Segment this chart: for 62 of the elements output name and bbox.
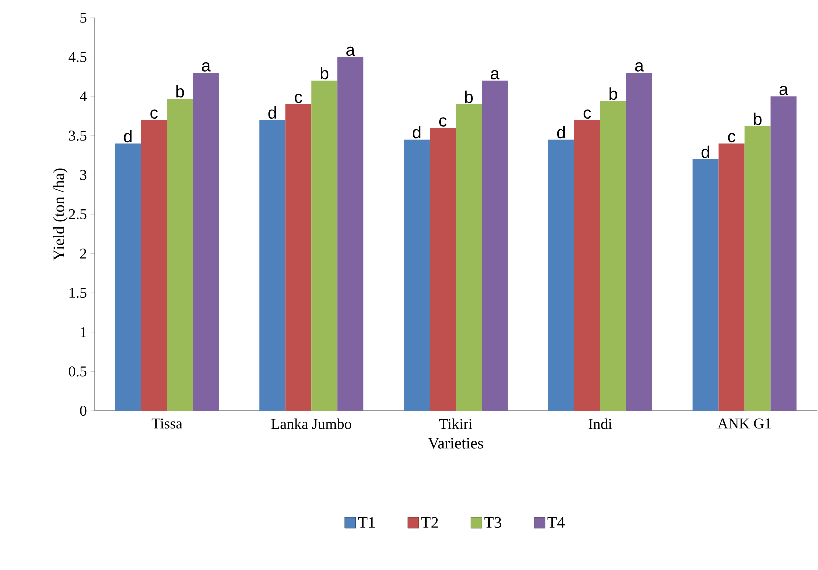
legend-label: T4 (548, 517, 565, 528)
data-label: b (320, 67, 329, 80)
data-label: c (728, 133, 736, 143)
bar (338, 57, 364, 411)
bar (141, 120, 168, 411)
y-tick-label: 4.5 (68, 52, 87, 62)
y-tick-label: 3 (80, 170, 87, 180)
bar (456, 104, 482, 411)
x-tick-label: ANK G1 (718, 418, 772, 429)
bar (718, 144, 745, 411)
bar (312, 80, 338, 411)
x-tick-label: Indi (588, 418, 612, 430)
data-label: b (610, 88, 618, 100)
y-tick-label: 1 (81, 327, 86, 338)
bar (574, 120, 600, 411)
bar (692, 159, 719, 411)
bar (260, 120, 286, 411)
bar (548, 140, 574, 411)
data-label: c (295, 94, 302, 104)
data-label: a (491, 70, 500, 80)
y-tick-label: 2.5 (69, 209, 87, 220)
y-tick-label: 5 (80, 13, 87, 23)
x-tick-label: Tissa (152, 418, 182, 429)
data-label: b (754, 112, 762, 126)
legend-label: T3 (484, 517, 502, 528)
y-tick-label: 0.5 (69, 366, 87, 377)
data-label: c (439, 118, 447, 127)
y-axis-title: Yield (ton /ha) (53, 168, 68, 261)
data-label: a (635, 62, 644, 72)
y-tick-label: 2 (80, 248, 86, 259)
x-tick-label: Lanka Jumbo (272, 418, 352, 430)
bar (744, 126, 771, 411)
data-label: d (124, 130, 132, 143)
data-label: d (413, 126, 421, 139)
data-label: a (202, 62, 211, 72)
legend-label: T2 (422, 517, 438, 528)
data-label: d (702, 146, 710, 158)
bar (626, 73, 652, 411)
data-label: d (268, 106, 276, 119)
bar (430, 128, 456, 411)
bar (167, 98, 194, 411)
data-label: b (176, 85, 184, 98)
data-label: a (780, 86, 789, 96)
bar (404, 140, 430, 411)
x-tick-label: Tikiri (440, 418, 472, 430)
bar (286, 104, 312, 411)
y-tick-label: 0 (80, 406, 87, 416)
data-label: b (465, 90, 473, 104)
data-label: a (346, 46, 356, 56)
bar (770, 96, 797, 411)
x-axis-title: Varieties (428, 438, 484, 449)
y-tick-label: 4 (80, 92, 87, 102)
data-label: d (557, 126, 566, 139)
y-tick-label: 3.5 (69, 130, 87, 141)
bar (600, 101, 626, 411)
data-label: c (150, 110, 158, 119)
bar (193, 73, 220, 411)
y-tick-label: 1.5 (70, 288, 87, 298)
bar (115, 144, 142, 411)
bar (482, 80, 508, 411)
data-label: c (584, 110, 592, 119)
legend-label: T1 (358, 517, 375, 528)
